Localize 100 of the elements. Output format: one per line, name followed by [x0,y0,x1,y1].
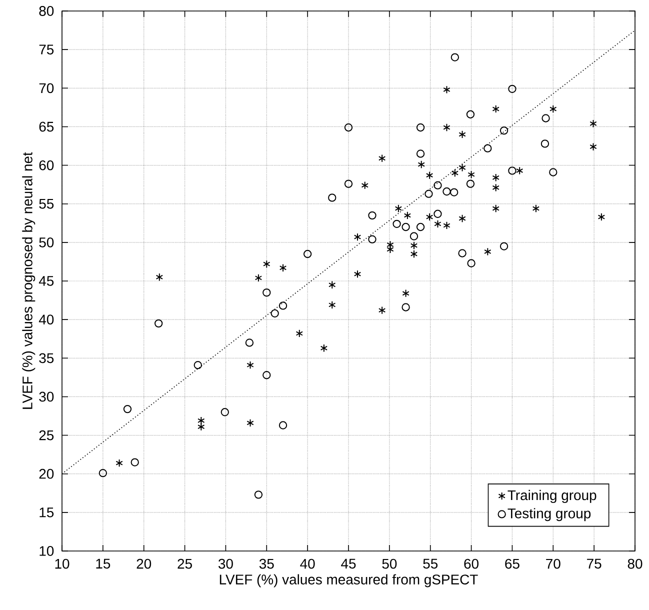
point [328,194,336,202]
point [354,270,362,278]
point [320,344,328,352]
point [262,288,271,297]
point [344,180,353,188]
point [368,211,376,220]
point [156,273,164,282]
point [598,212,606,222]
x-tick-label: 10 [55,558,70,569]
point [500,126,508,135]
point [220,408,229,416]
point [590,120,597,128]
point [354,232,362,242]
x-tick-label: 80 [628,558,642,569]
point [154,319,163,328]
point [466,180,475,188]
x-tick-label: 50 [382,558,397,569]
point [424,190,433,198]
x-tick-label: 65 [505,558,520,569]
point [328,280,336,289]
legend-label: Testing group [508,508,591,522]
point [508,84,516,94]
y-tick-label: 25 [39,430,54,440]
point [116,458,123,468]
point [279,264,287,272]
point [458,164,466,172]
point [278,421,288,430]
y-tick-label: 60 [39,160,54,170]
point [361,181,368,190]
point [542,114,550,122]
point [416,123,425,132]
point [402,303,410,312]
point [500,242,508,250]
point [303,250,312,258]
y-tick-label: 45 [38,276,54,286]
point [123,404,132,414]
y-tick-label: 55 [39,198,54,209]
y-tick-label: 15 [40,508,54,518]
y-tick-label: 80 [39,6,54,16]
y-tick-label: 65 [39,122,54,132]
point [378,154,386,162]
legend-label: Training group [508,490,596,503]
point [246,418,254,428]
point [540,140,550,148]
point [386,240,394,249]
point [450,53,460,62]
x-tick-label: 70 [546,558,560,569]
point [263,260,270,268]
x-tick-label: 45 [341,558,356,569]
point [492,174,500,182]
point [198,422,205,431]
point [410,250,418,258]
point [442,187,451,196]
y-tick-label: 70 [39,83,54,94]
point [532,204,540,213]
point [98,469,108,478]
point [590,142,597,151]
point [484,144,492,152]
point [278,302,288,310]
point [246,361,254,370]
point [434,220,442,228]
x-tick-label: 15 [96,558,110,569]
y-tick-label: 75 [39,44,54,54]
point [410,241,418,250]
point [468,170,475,179]
point [402,222,410,232]
y-axis-title: LVEF (%) values prognosed by neural net [22,152,36,409]
point [458,214,466,223]
point [466,110,475,118]
point [344,123,353,132]
point [492,184,500,192]
point [458,130,466,139]
point [418,160,425,169]
point [378,306,386,314]
point [443,86,450,94]
point [426,171,434,180]
x-tick-label: 25 [178,558,192,569]
point [254,274,262,282]
y-tick-label: 20 [39,468,54,479]
point [443,221,450,230]
x-tick-label: 55 [423,558,438,569]
point [426,212,434,222]
point [130,458,139,466]
point [467,259,476,268]
point [368,235,376,244]
point [262,371,271,380]
point [458,249,466,258]
point [410,232,418,240]
y-tick-label: 40 [38,314,54,325]
x-tick-label: 75 [587,558,602,569]
y-tick-label: 50 [39,237,54,248]
point [492,104,500,114]
point [450,188,458,196]
point [434,181,442,190]
point [416,222,425,232]
point [296,329,303,338]
point [392,220,401,228]
x-tick-label: 30 [218,558,233,569]
y-tick-label: 10 [40,546,54,556]
point [194,361,202,370]
